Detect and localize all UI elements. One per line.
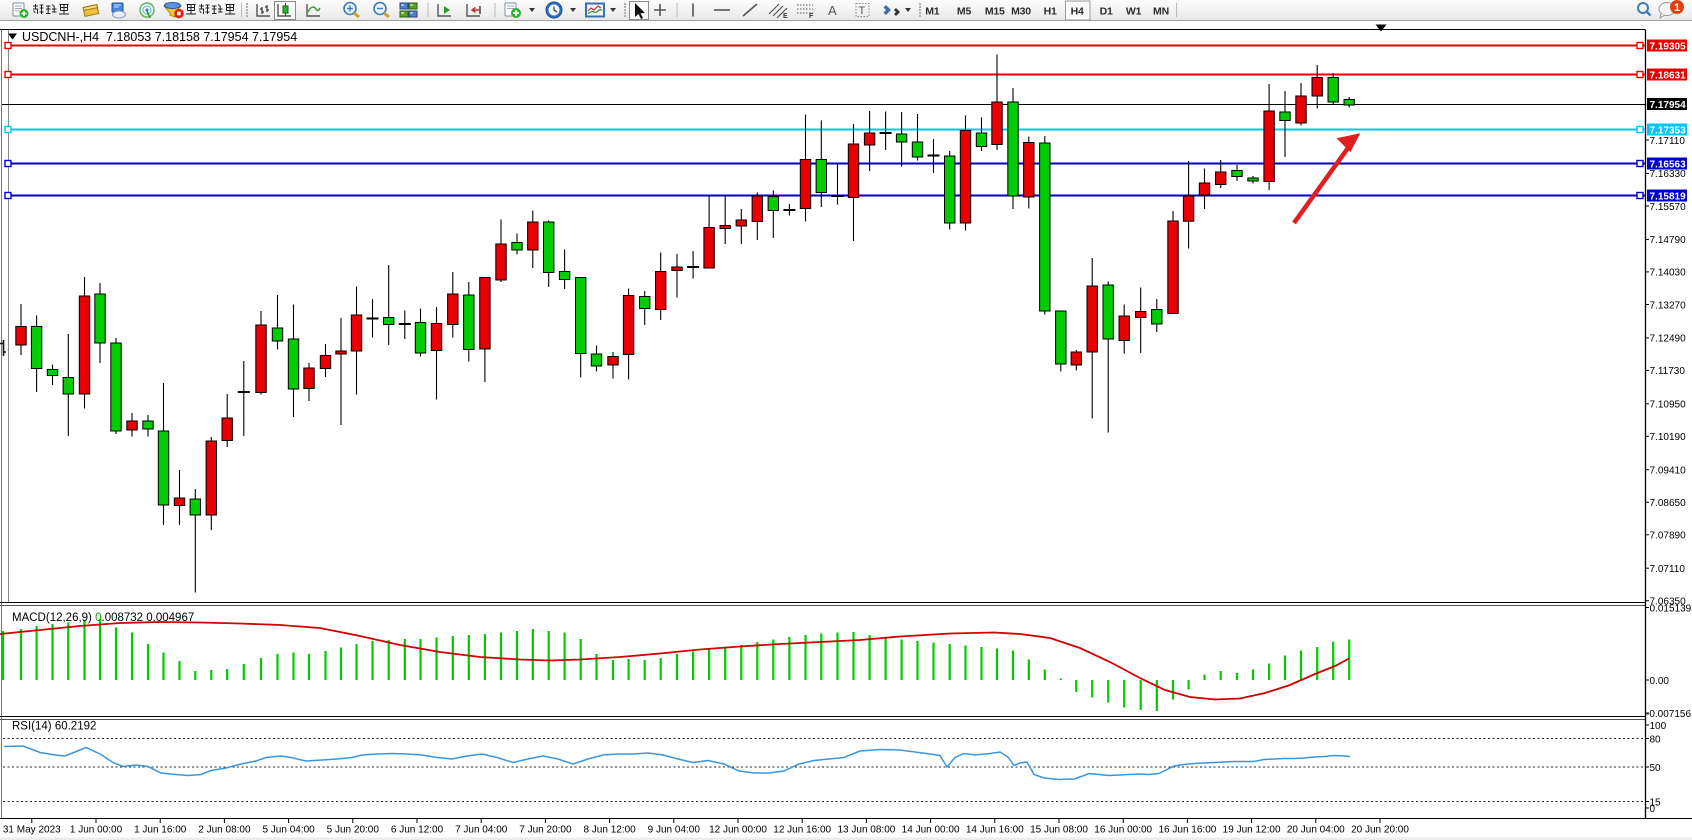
svg-text:7.19305: 7.19305 (1650, 42, 1687, 53)
svg-text:7.14030: 7.14030 (1650, 268, 1687, 279)
svg-text:T: T (859, 5, 866, 17)
svg-text:7.18631: 7.18631 (1650, 71, 1687, 82)
svg-text:100: 100 (1650, 721, 1667, 732)
svg-text:7.08650: 7.08650 (1650, 498, 1687, 509)
svg-text:7.17353: 7.17353 (1650, 126, 1687, 137)
svg-text:0.015139: 0.015139 (1650, 603, 1692, 614)
svg-text:7 Jun 20:00: 7 Jun 20:00 (519, 825, 572, 836)
svg-text:20 Jun 20:00: 20 Jun 20:00 (1351, 825, 1409, 836)
svg-text:-0.007156: -0.007156 (1646, 709, 1691, 720)
svg-text:15 Jun 08:00: 15 Jun 08:00 (1030, 825, 1088, 836)
svg-text:2 Jun 08:00: 2 Jun 08:00 (198, 825, 251, 836)
svg-text:M5: M5 (957, 6, 972, 18)
svg-text:7.15570: 7.15570 (1650, 202, 1687, 213)
svg-text:MN: MN (1153, 6, 1169, 18)
svg-text:H4: H4 (1071, 6, 1084, 18)
svg-text:7.11730: 7.11730 (1650, 366, 1686, 377)
svg-text:14 Jun 00:00: 14 Jun 00:00 (902, 825, 960, 836)
svg-text:M15: M15 (985, 6, 1005, 18)
svg-text:19 Jun 12:00: 19 Jun 12:00 (1223, 825, 1281, 836)
svg-text:16 Jun 00:00: 16 Jun 00:00 (1094, 825, 1152, 836)
svg-text:0.00: 0.00 (1650, 676, 1670, 687)
svg-text:14 Jun 16:00: 14 Jun 16:00 (966, 825, 1024, 836)
svg-text:7.06350: 7.06350 (1650, 597, 1687, 608)
svg-text:6 Jun 12:00: 6 Jun 12:00 (391, 825, 444, 836)
svg-text:7.07890: 7.07890 (1650, 531, 1687, 542)
svg-text:1: 1 (1674, 2, 1680, 14)
svg-text:8 Jun 12:00: 8 Jun 12:00 (583, 825, 636, 836)
svg-text:0: 0 (1650, 804, 1656, 815)
svg-text:9 Jun 04:00: 9 Jun 04:00 (648, 825, 701, 836)
svg-text:7.13270: 7.13270 (1650, 300, 1687, 311)
svg-text:20 Jun 04:00: 20 Jun 04:00 (1287, 825, 1345, 836)
svg-text:W1: W1 (1126, 6, 1142, 18)
svg-text:A: A (828, 3, 837, 18)
svg-text:7.09410: 7.09410 (1650, 466, 1687, 477)
svg-text:7.16330: 7.16330 (1650, 169, 1687, 180)
svg-text:7.07110: 7.07110 (1650, 564, 1686, 575)
svg-text:7.17954: 7.17954 (1650, 100, 1687, 111)
svg-text:7 Jun 04:00: 7 Jun 04:00 (455, 825, 508, 836)
svg-text:1 Jun 00:00: 1 Jun 00:00 (70, 825, 123, 836)
svg-text:7.12490: 7.12490 (1650, 334, 1687, 345)
svg-text:M30: M30 (1011, 6, 1031, 18)
svg-text:1 Jun 16:00: 1 Jun 16:00 (134, 825, 187, 836)
svg-text:50: 50 (1650, 763, 1662, 774)
svg-text:16 Jun 16:00: 16 Jun 16:00 (1158, 825, 1216, 836)
svg-text:7.10950: 7.10950 (1650, 400, 1687, 411)
svg-text:5 Jun 04:00: 5 Jun 04:00 (262, 825, 315, 836)
svg-text:31 May 2023: 31 May 2023 (3, 825, 61, 836)
svg-text:7.14790: 7.14790 (1650, 235, 1687, 246)
svg-text:H1: H1 (1044, 6, 1057, 18)
svg-text:F: F (809, 13, 814, 20)
svg-text:80: 80 (1650, 734, 1662, 745)
svg-text:USDCNH-,H4 7.18053 7.18158 7.: USDCNH-,H4 7.18053 7.18158 7.17954 7.179… (22, 30, 297, 44)
svg-text:13 Jun 08:00: 13 Jun 08:00 (837, 825, 895, 836)
svg-text:M1: M1 (925, 6, 940, 18)
svg-text:15: 15 (1650, 797, 1662, 808)
svg-text:MACD(12,26,9) 0.008732 0.00496: MACD(12,26,9) 0.008732 0.004967 (12, 612, 194, 624)
svg-text:RSI(14) 60.2192: RSI(14) 60.2192 (12, 721, 96, 733)
svg-text:E: E (783, 13, 788, 20)
svg-text:7.16563: 7.16563 (1650, 160, 1687, 171)
svg-text:12 Jun 16:00: 12 Jun 16:00 (773, 825, 831, 836)
svg-text:7.10190: 7.10190 (1650, 432, 1687, 443)
svg-text:7.15819: 7.15819 (1650, 192, 1687, 203)
svg-text:12 Jun 00:00: 12 Jun 00:00 (709, 825, 767, 836)
svg-text:D1: D1 (1100, 6, 1113, 18)
svg-text:7.17110: 7.17110 (1650, 136, 1686, 147)
svg-text:5 Jun 20:00: 5 Jun 20:00 (327, 825, 380, 836)
